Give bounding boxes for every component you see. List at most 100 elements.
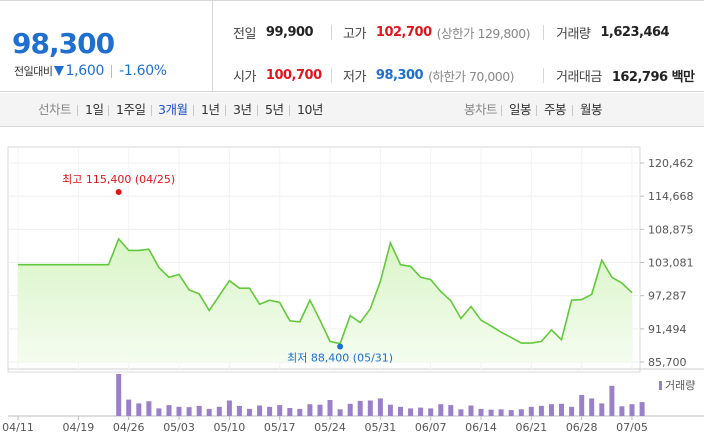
stat-value: 98,300 — [375, 67, 424, 83]
x-tick-label: 06/14 — [465, 421, 497, 434]
volume-bar — [307, 404, 313, 416]
stat-limit: (상한가 129,800) — [436, 25, 531, 41]
tab-5years[interactable]: 5년 — [265, 102, 284, 117]
x-tick-label: 04/26 — [113, 421, 145, 434]
volume-legend-label: 거래량 — [665, 379, 695, 392]
volume-bar — [126, 399, 132, 416]
stat-value: 99,900 — [265, 24, 314, 40]
volume-bar — [599, 403, 605, 416]
x-tick-label: 05/24 — [314, 421, 346, 434]
tab-1day[interactable]: 1일 — [85, 102, 104, 117]
volume-bar — [347, 403, 353, 416]
high-marker — [115, 188, 122, 195]
volume-bar — [538, 405, 544, 416]
y-tick-label: 108,875 — [648, 223, 694, 236]
volume-bar — [448, 405, 454, 416]
volume-bar — [549, 404, 554, 416]
volume-bar — [277, 405, 283, 416]
current-price: 98,300 — [12, 27, 115, 60]
stat-label: 시가 — [233, 69, 256, 85]
volume-bar — [458, 409, 464, 416]
volume-bar — [478, 408, 484, 416]
stat-value: 100,700 — [265, 67, 322, 83]
stat-label: 저가 — [343, 69, 366, 85]
divider — [151, 105, 152, 116]
volume-bar — [116, 374, 122, 416]
chart-period-tabs: 선차트 1일 1주일 3개월 1년 3년 5년 10년 봉차트 일봉 주봉 월봉 — [0, 93, 704, 127]
tab-10years[interactable]: 10년 — [297, 102, 323, 117]
volume-bar — [156, 408, 162, 416]
volume-bar — [186, 407, 192, 416]
volume-bar — [166, 405, 172, 416]
volume-bar — [287, 408, 293, 416]
price-area — [18, 238, 632, 362]
x-tick-label: 05/17 — [264, 421, 296, 434]
stat-prev-close: 전일 99,900 — [233, 22, 314, 42]
volume-bar — [136, 403, 142, 416]
price-box: 98,300 전일대비 1,600 -1.60% — [0, 1, 213, 92]
volume-bar — [488, 409, 494, 416]
volume-bar — [297, 408, 303, 416]
plot-frame — [7, 146, 641, 373]
x-tick-label: 06/07 — [415, 421, 447, 434]
volume-bar — [609, 385, 615, 416]
tab-1week[interactable]: 1주일 — [116, 102, 146, 117]
low-annotation: 최저 88,400 (05/31) — [287, 352, 393, 365]
volume-bar — [337, 409, 343, 416]
volume-bar — [408, 408, 414, 416]
divider — [77, 105, 78, 116]
high-annotation: 최고 115,400 (04/25) — [62, 173, 175, 186]
volume-bar — [317, 404, 323, 416]
stat-low: 저가 98,300 (하한가 70,000) — [343, 65, 515, 85]
divider — [289, 105, 290, 116]
quote-summary: 98,300 전일대비 1,600 -1.60% 전일 99,900 고가 10… — [0, 0, 704, 92]
volume-bar — [146, 401, 152, 416]
divider — [193, 105, 194, 116]
tab-3years[interactable]: 3년 — [233, 102, 252, 117]
change-row: 전일대비 1,600 -1.60% — [14, 61, 167, 81]
volume-bar — [206, 408, 212, 416]
tab-monthly-candle[interactable]: 월봉 — [580, 102, 603, 117]
tab-3months[interactable]: 3개월 — [158, 102, 188, 117]
y-tick-label: 120,462 — [648, 157, 694, 170]
volume-bar — [438, 404, 444, 416]
volume-bar — [236, 405, 242, 416]
change-label: 전일대비 — [14, 65, 53, 78]
volume-bar — [327, 400, 333, 416]
volume-bar — [226, 400, 232, 416]
y-tick-label: 91,494 — [648, 323, 687, 336]
x-tick-label: 05/10 — [214, 421, 246, 434]
stat-label: 고가 — [343, 26, 366, 42]
divider — [257, 105, 258, 116]
line-chart-label: 선차트 — [38, 102, 72, 117]
volume-bar — [247, 408, 252, 416]
tab-weekly-candle[interactable]: 주봉 — [544, 102, 567, 117]
x-tick-label: 06/28 — [566, 421, 598, 434]
divider — [108, 105, 109, 116]
divider — [111, 64, 113, 78]
change-percent: -1.60% — [119, 63, 167, 79]
divider — [501, 105, 502, 116]
divider — [543, 68, 544, 83]
x-tick-label: 06/21 — [515, 421, 547, 434]
volume-bar — [629, 404, 635, 416]
volume-bar — [518, 409, 524, 416]
volume-bar — [508, 410, 514, 416]
volume-bar — [196, 405, 202, 416]
volume-bar — [528, 406, 534, 416]
stat-value: 1,623,464 — [600, 24, 670, 40]
tab-daily-candle[interactable]: 일봉 — [509, 102, 532, 117]
divider — [543, 25, 544, 40]
x-tick-label: 05/03 — [163, 421, 195, 434]
y-tick-label: 97,287 — [648, 290, 687, 303]
volume-bar — [267, 406, 273, 416]
candle-chart-label: 봉차트 — [464, 102, 498, 117]
volume-bar — [377, 398, 383, 416]
volume-bar — [357, 400, 363, 416]
stat-label: 거래대금 — [556, 69, 602, 85]
stat-label: 거래량 — [556, 26, 591, 42]
volume-bar — [428, 408, 434, 416]
tab-1year[interactable]: 1년 — [201, 102, 220, 117]
x-tick-label: 05/31 — [365, 421, 397, 434]
volume-bar — [619, 406, 625, 416]
